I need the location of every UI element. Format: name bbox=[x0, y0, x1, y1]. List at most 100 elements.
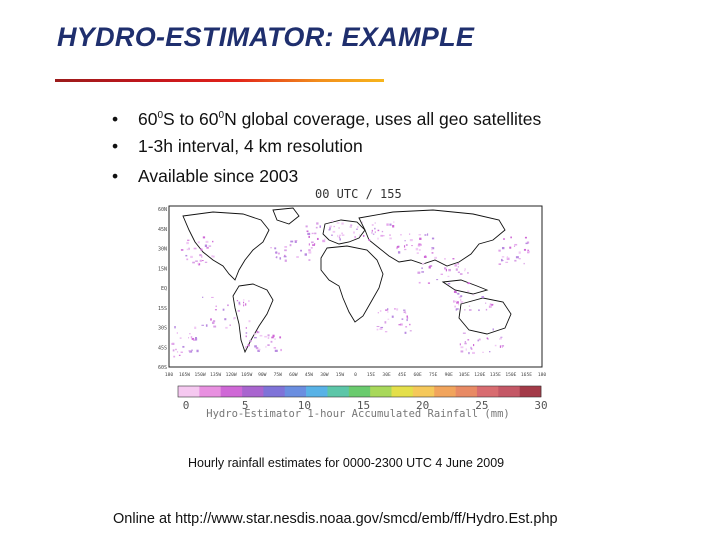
rain-speck bbox=[464, 341, 467, 343]
rain-speck bbox=[272, 334, 275, 338]
rain-speck bbox=[186, 258, 189, 261]
rain-speck bbox=[399, 323, 403, 326]
rain-speck bbox=[527, 249, 530, 251]
rain-speck bbox=[243, 301, 245, 304]
rain-speck bbox=[204, 244, 208, 248]
rain-speck bbox=[460, 346, 464, 349]
rain-speck bbox=[205, 240, 209, 243]
rain-speck bbox=[416, 252, 419, 254]
rain-speck bbox=[233, 317, 235, 320]
rain-speck bbox=[315, 226, 318, 229]
rain-speck bbox=[417, 271, 421, 274]
rain-speck bbox=[506, 256, 509, 259]
rain-speck bbox=[270, 340, 273, 343]
colorbar-segment bbox=[306, 386, 328, 397]
rain-speck bbox=[192, 261, 195, 264]
rain-speck bbox=[245, 332, 248, 334]
rain-speck bbox=[396, 308, 399, 311]
colorbar-tick-label: 0 bbox=[183, 399, 190, 412]
rain-speck bbox=[256, 331, 260, 334]
rain-speck bbox=[222, 308, 225, 311]
rain-speck bbox=[453, 290, 457, 293]
rain-speck bbox=[463, 270, 466, 272]
longitude-label: 135E bbox=[490, 372, 501, 378]
rain-speck bbox=[499, 345, 501, 348]
bullet-text-part: 60 bbox=[138, 109, 158, 129]
rain-speck bbox=[502, 238, 506, 240]
longitude-label: 105E bbox=[459, 372, 470, 378]
rain-speck bbox=[212, 320, 216, 323]
rain-speck bbox=[211, 255, 213, 258]
rain-speck bbox=[445, 268, 447, 272]
rain-speck bbox=[205, 324, 208, 327]
rain-speck bbox=[428, 266, 431, 269]
longitude-label: 15W bbox=[336, 372, 345, 378]
rain-speck bbox=[368, 239, 371, 241]
rain-speck bbox=[289, 244, 292, 247]
rain-speck bbox=[199, 254, 202, 257]
rain-speck bbox=[202, 236, 206, 239]
rain-speck bbox=[198, 263, 201, 266]
continent-outlines bbox=[182, 207, 512, 354]
rain-speck bbox=[489, 303, 492, 306]
rain-speck bbox=[180, 351, 183, 353]
rain-speck bbox=[376, 328, 379, 331]
rain-speck bbox=[444, 258, 446, 260]
rain-speck bbox=[431, 252, 434, 254]
rain-speck bbox=[306, 230, 309, 233]
bullet-coverage: • 600S to 600N global coverage, uses all … bbox=[112, 101, 541, 131]
rain-speck bbox=[374, 227, 376, 230]
rain-speck bbox=[431, 247, 435, 250]
rain-speck bbox=[338, 227, 340, 229]
rain-speck bbox=[501, 256, 505, 258]
rain-speck bbox=[176, 351, 179, 353]
rain-speck bbox=[270, 247, 272, 249]
rain-speck bbox=[501, 260, 504, 262]
rain-speck bbox=[434, 256, 437, 259]
rain-speck bbox=[319, 225, 322, 228]
rain-speck bbox=[236, 300, 239, 302]
rain-speck bbox=[501, 345, 503, 348]
rain-speck bbox=[199, 259, 202, 262]
rain-speck bbox=[188, 350, 191, 352]
rain-speck bbox=[399, 234, 402, 236]
africa-outline bbox=[320, 245, 384, 323]
rain-speck bbox=[387, 308, 389, 311]
rain-speck bbox=[308, 235, 310, 238]
rain-speck bbox=[462, 332, 466, 334]
rain-speck bbox=[284, 259, 287, 262]
rain-speck bbox=[396, 245, 400, 248]
rain-speck bbox=[175, 348, 177, 351]
rain-speck bbox=[454, 264, 457, 267]
rain-speck bbox=[283, 255, 287, 258]
rain-speck bbox=[505, 261, 509, 263]
rain-speck bbox=[380, 326, 384, 329]
rain-speck bbox=[398, 324, 401, 326]
rain-speck bbox=[447, 275, 450, 278]
rain-speck bbox=[314, 243, 316, 245]
north-america-outline bbox=[182, 211, 270, 281]
rain-speck bbox=[447, 282, 451, 285]
rain-speck bbox=[501, 345, 505, 347]
rain-speck bbox=[316, 237, 319, 241]
rain-speck bbox=[392, 221, 395, 223]
longitude-label: 15E bbox=[367, 372, 376, 378]
colorbar-segment bbox=[412, 386, 435, 397]
rain-speck bbox=[444, 267, 447, 270]
rain-speck bbox=[328, 229, 331, 231]
rain-speck bbox=[314, 232, 317, 235]
rain-speck bbox=[238, 303, 241, 306]
rain-speck bbox=[255, 346, 259, 350]
rain-speck bbox=[406, 318, 408, 322]
rain-speck bbox=[341, 222, 344, 225]
rain-speck bbox=[405, 312, 407, 314]
longitude-label: 45W bbox=[305, 372, 314, 378]
rain-speck bbox=[418, 243, 421, 245]
rain-speck bbox=[387, 318, 390, 320]
rain-speck bbox=[488, 305, 490, 308]
rain-speck bbox=[225, 326, 228, 329]
rain-speck bbox=[499, 337, 502, 340]
rain-speck bbox=[253, 336, 257, 339]
rain-speck bbox=[391, 315, 394, 318]
rain-speck bbox=[453, 300, 455, 303]
